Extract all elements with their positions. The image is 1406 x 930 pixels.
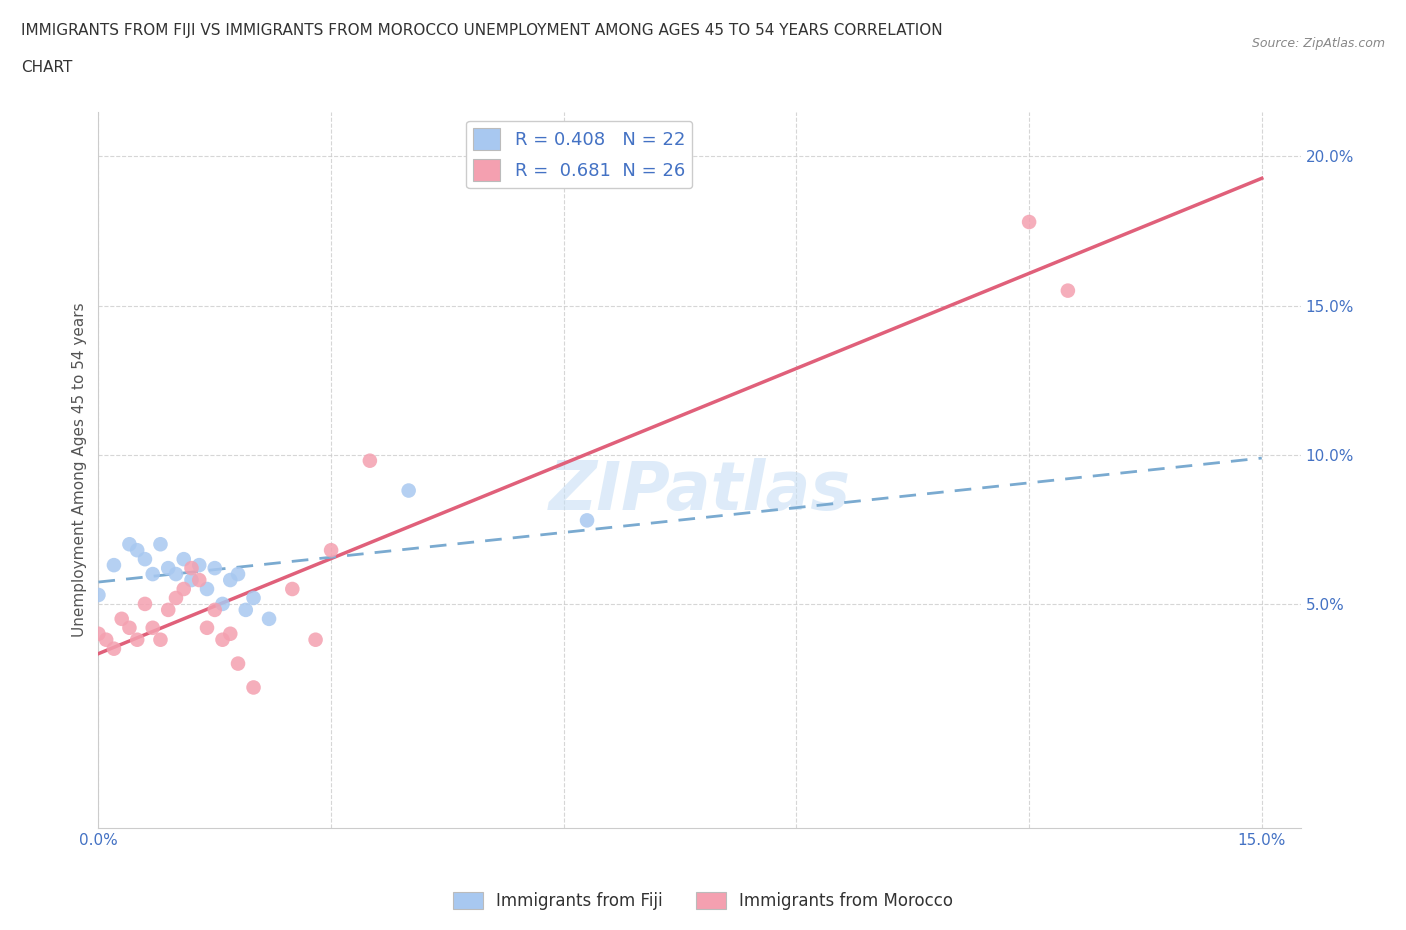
Point — [103, 642, 125, 657]
Point — [142, 566, 165, 581]
Point — [127, 632, 149, 647]
Point — [111, 611, 134, 626]
Point — [576, 513, 599, 528]
Point — [157, 603, 180, 618]
Point — [165, 591, 187, 605]
Point — [165, 566, 187, 581]
Point — [149, 537, 172, 551]
Y-axis label: Unemployment Among Ages 45 to 54 years: Unemployment Among Ages 45 to 54 years — [72, 302, 87, 637]
Point — [188, 573, 211, 588]
Point — [195, 620, 218, 635]
Point — [149, 632, 172, 647]
Point — [204, 561, 226, 576]
Point — [87, 588, 110, 603]
Point — [180, 573, 202, 588]
Point — [359, 453, 381, 468]
Point — [142, 620, 165, 635]
Point — [1057, 283, 1080, 298]
Point — [1018, 215, 1040, 230]
Point — [134, 551, 156, 566]
Point — [304, 632, 326, 647]
Point — [118, 537, 141, 551]
Point — [219, 626, 242, 641]
Point — [219, 573, 242, 588]
Point — [242, 591, 264, 605]
Point — [87, 626, 110, 641]
Point — [173, 551, 195, 566]
Point — [319, 543, 342, 558]
Point — [281, 581, 304, 596]
Point — [118, 620, 141, 635]
Point — [211, 632, 233, 647]
Point — [257, 611, 280, 626]
Text: IMMIGRANTS FROM FIJI VS IMMIGRANTS FROM MOROCCO UNEMPLOYMENT AMONG AGES 45 TO 54: IMMIGRANTS FROM FIJI VS IMMIGRANTS FROM … — [21, 23, 942, 38]
Point — [180, 561, 202, 576]
Point — [195, 581, 218, 596]
Point — [398, 483, 420, 498]
Legend: Immigrants from Fiji, Immigrants from Morocco: Immigrants from Fiji, Immigrants from Mo… — [446, 885, 960, 917]
Text: Source: ZipAtlas.com: Source: ZipAtlas.com — [1251, 37, 1385, 50]
Point — [235, 603, 257, 618]
Point — [211, 596, 233, 611]
Point — [226, 657, 249, 671]
Text: CHART: CHART — [21, 60, 73, 75]
Point — [173, 581, 195, 596]
Point — [103, 558, 125, 573]
Point — [157, 561, 180, 576]
Text: ZIPatlas: ZIPatlas — [548, 458, 851, 525]
Point — [96, 632, 118, 647]
Point — [134, 596, 156, 611]
Point — [188, 558, 211, 573]
Point — [127, 543, 149, 558]
Point — [204, 603, 226, 618]
Point — [242, 680, 264, 695]
Legend: R = 0.408   N = 22, R =  0.681  N = 26: R = 0.408 N = 22, R = 0.681 N = 26 — [467, 121, 692, 188]
Point — [226, 566, 249, 581]
